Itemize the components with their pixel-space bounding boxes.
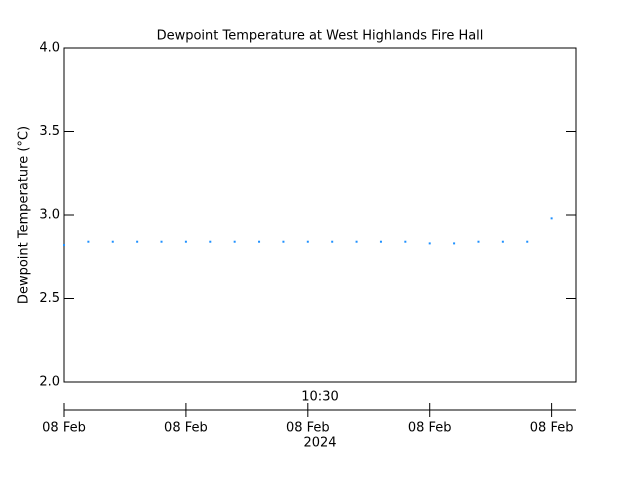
point — [428, 242, 431, 245]
point — [306, 240, 309, 243]
y-tick-label: 3.0 — [39, 208, 60, 223]
x-year-label: 2024 — [303, 436, 336, 451]
point — [184, 240, 187, 243]
x-tick-label: 08 Feb — [42, 421, 86, 436]
point — [355, 240, 358, 243]
point — [87, 240, 90, 243]
point — [136, 240, 139, 243]
y-tick-label: 3.5 — [39, 124, 60, 139]
x-tick-label: 08 Feb — [164, 421, 208, 436]
y-tick-label: 4.0 — [39, 41, 60, 56]
point — [550, 217, 553, 220]
x-time-label: 10:30 — [301, 390, 338, 405]
point — [233, 240, 236, 243]
point — [258, 240, 261, 243]
x-tick-label: 08 Feb — [408, 421, 452, 436]
point — [331, 240, 334, 243]
chart-title: Dewpoint Temperature at West Highlands F… — [157, 29, 484, 44]
point — [160, 240, 163, 243]
point — [282, 240, 285, 243]
point — [453, 242, 456, 245]
x-tick-label: 08 Feb — [530, 421, 574, 436]
point — [526, 240, 529, 243]
point — [404, 240, 407, 243]
point — [477, 240, 480, 243]
point — [111, 240, 114, 243]
y-tick-label: 2.5 — [39, 291, 60, 306]
y-axis-label: Dewpoint Temperature (°C) — [17, 126, 32, 304]
y-tick-label: 2.0 — [39, 375, 60, 390]
point — [209, 240, 212, 243]
point — [501, 240, 504, 243]
x-tick-label: 08 Feb — [286, 421, 330, 436]
point — [63, 244, 65, 247]
point — [379, 240, 382, 243]
